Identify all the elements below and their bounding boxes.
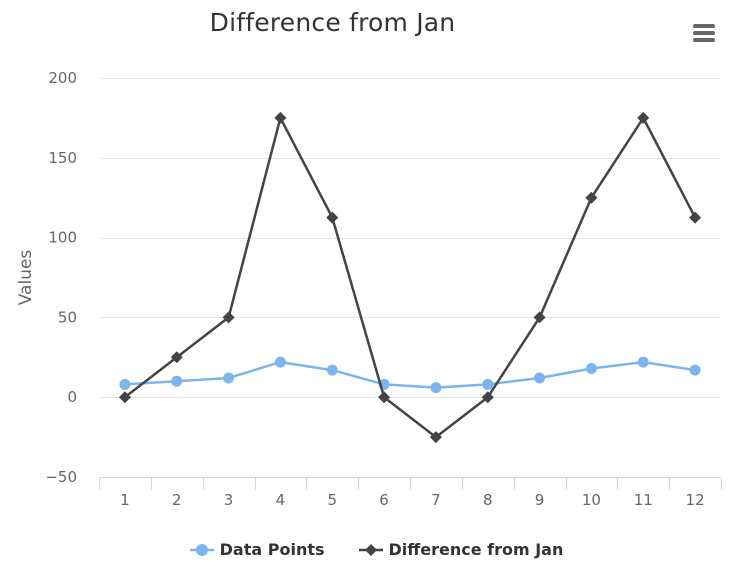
series-line	[123, 116, 697, 439]
data-point[interactable]	[274, 111, 287, 124]
diamond-marker-icon	[358, 543, 383, 556]
x-tick-label: 3	[224, 491, 234, 509]
x-tick-label: 6	[379, 491, 389, 509]
y-tick-label: 100	[48, 229, 77, 247]
y-tick-label: −50	[45, 468, 77, 486]
x-tick-label: 4	[276, 491, 286, 509]
data-point[interactable]	[430, 382, 442, 394]
data-point[interactable]	[637, 356, 649, 368]
data-point[interactable]	[637, 111, 650, 124]
x-tick-label: 8	[483, 491, 493, 509]
series-difference-from-jan	[118, 111, 702, 444]
data-point[interactable]	[326, 211, 339, 224]
legend-item[interactable]: Difference from Jan	[358, 540, 564, 559]
data-point[interactable]	[171, 375, 183, 387]
menu-bar	[693, 38, 715, 42]
y-tick-label: 0	[67, 388, 77, 406]
data-point[interactable]	[326, 364, 338, 376]
series-line	[123, 360, 697, 389]
x-tick-label: 7	[431, 491, 441, 509]
chart-title: Difference from Jan	[209, 8, 456, 37]
series	[118, 111, 702, 444]
data-point[interactable]	[585, 191, 598, 204]
grid	[99, 78, 721, 398]
y-tick-label: 50	[58, 308, 77, 326]
data-point[interactable]	[429, 431, 442, 444]
menu-bar	[693, 31, 715, 35]
legend-label: Data Points	[219, 540, 325, 559]
x-axis: 1 2 3 4 5 6 7 8 9 10 11 12	[99, 477, 722, 509]
legend-label: Difference from Jan	[388, 540, 564, 559]
data-point[interactable]	[170, 351, 183, 364]
data-point[interactable]	[689, 364, 701, 376]
legend-item[interactable]: Data Points	[189, 540, 325, 559]
legend-marker	[195, 543, 208, 556]
y-tick-label: 150	[48, 149, 77, 167]
y-axis: −50 0 50 100 150 200	[45, 69, 77, 486]
legend-marker	[364, 543, 377, 556]
x-tick-label: 2	[172, 491, 182, 509]
y-tick-label: 200	[48, 69, 77, 87]
x-tick-label: 10	[582, 491, 601, 509]
series-data-points	[119, 356, 701, 394]
data-point[interactable]	[482, 378, 494, 390]
data-point[interactable]	[119, 378, 131, 390]
data-point[interactable]	[378, 391, 391, 404]
data-point[interactable]	[274, 356, 286, 368]
data-point[interactable]	[585, 362, 597, 374]
data-point[interactable]	[222, 311, 235, 324]
x-tick-label: 12	[686, 491, 705, 509]
y-axis-title: Values	[16, 250, 36, 306]
legend: Data Points Difference from Jan	[0, 540, 753, 559]
x-tick-label: 5	[327, 491, 337, 509]
data-point[interactable]	[223, 372, 235, 384]
hamburger-menu-icon[interactable]	[689, 21, 719, 45]
data-point[interactable]	[533, 311, 546, 324]
x-tick-label: 1	[120, 491, 130, 509]
circle-marker-icon	[189, 543, 214, 556]
data-point[interactable]	[481, 391, 494, 404]
menu-bar	[693, 24, 715, 28]
data-point[interactable]	[534, 372, 546, 384]
x-tick-label: 9	[535, 491, 545, 509]
data-point[interactable]	[689, 211, 702, 224]
x-tick-label: 11	[634, 491, 653, 509]
data-point[interactable]	[118, 391, 131, 404]
